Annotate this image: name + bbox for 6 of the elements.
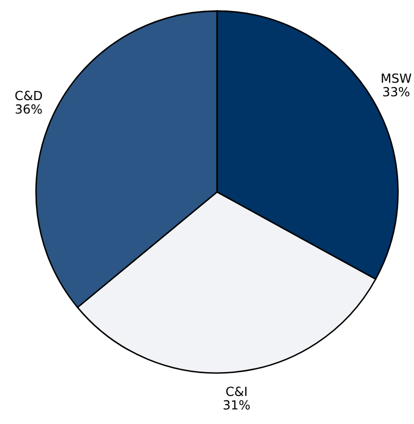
data-label: 36%	[16, 104, 42, 114]
slice-label: C&D	[15, 90, 42, 100]
slice-label: C&I	[226, 386, 246, 396]
data-label: 31%	[224, 400, 250, 410]
slice-label: MSW	[382, 73, 412, 83]
data-label: 33%	[383, 86, 410, 96]
